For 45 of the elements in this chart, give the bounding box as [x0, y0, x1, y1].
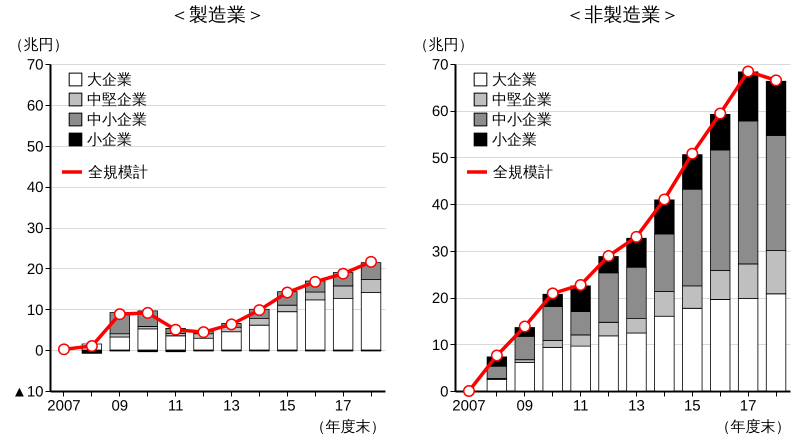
legend-label: 大企業 [492, 72, 537, 88]
legend-label: 大企業 [87, 72, 132, 88]
y-tick-label: 70 [432, 56, 448, 74]
legend-label: 中堅企業 [87, 92, 147, 108]
x-tick-label: 17 [740, 398, 756, 414]
x-tick-label: 2007 [452, 398, 486, 414]
y-tick-label: 40 [26, 179, 44, 196]
x-tick-label: 09 [516, 398, 534, 414]
y-tick-label: 0 [440, 384, 448, 400]
chart-title: ＜非製造業＞ [566, 5, 680, 26]
x-tick-label: 09 [111, 398, 128, 414]
x-tick-label: 11 [168, 398, 184, 414]
x-tick-label: 15 [278, 398, 296, 414]
y-tick-label: 30 [26, 220, 44, 237]
y-tick-label: ▲10 [12, 384, 44, 400]
y-axis-title: （兆円） [8, 36, 68, 54]
legend-label: 小企業 [492, 132, 537, 148]
x-tick-label: 2007 [47, 398, 81, 414]
x-tick-label: 13 [628, 398, 645, 414]
x-tick-label: 11 [572, 398, 588, 414]
y-tick-label: 60 [26, 97, 44, 114]
x-tick-label: 13 [223, 398, 240, 414]
legend-label: 全規模計 [493, 164, 553, 181]
y-tick-label: 10 [26, 302, 44, 319]
y-tick-label: 0 [35, 342, 44, 360]
legend-label: 中小企業 [87, 112, 147, 128]
y-tick-label: 20 [432, 290, 448, 308]
y-tick-label: 20 [26, 260, 44, 278]
x-axis-title: （年度末） [310, 418, 386, 436]
y-axis-title: （兆円） [414, 36, 474, 54]
legend-label: 中堅企業 [492, 92, 552, 108]
y-tick-label: 70 [26, 56, 44, 74]
legend-label: 全規模計 [88, 164, 148, 181]
chart-title: ＜製造業＞ [170, 5, 265, 26]
x-axis-title: （年度末） [716, 418, 790, 436]
y-tick-label: 30 [432, 243, 448, 260]
legend-label: 中小企業 [492, 112, 552, 128]
y-tick-label: 60 [432, 103, 448, 120]
y-tick-label: 50 [432, 150, 448, 167]
y-tick-label: 10 [432, 336, 448, 354]
x-tick-label: 15 [684, 398, 701, 414]
y-tick-label: 50 [26, 138, 44, 156]
x-tick-label: 17 [334, 398, 352, 414]
y-tick-label: 40 [432, 196, 448, 214]
legend-label: 小企業 [87, 132, 132, 148]
